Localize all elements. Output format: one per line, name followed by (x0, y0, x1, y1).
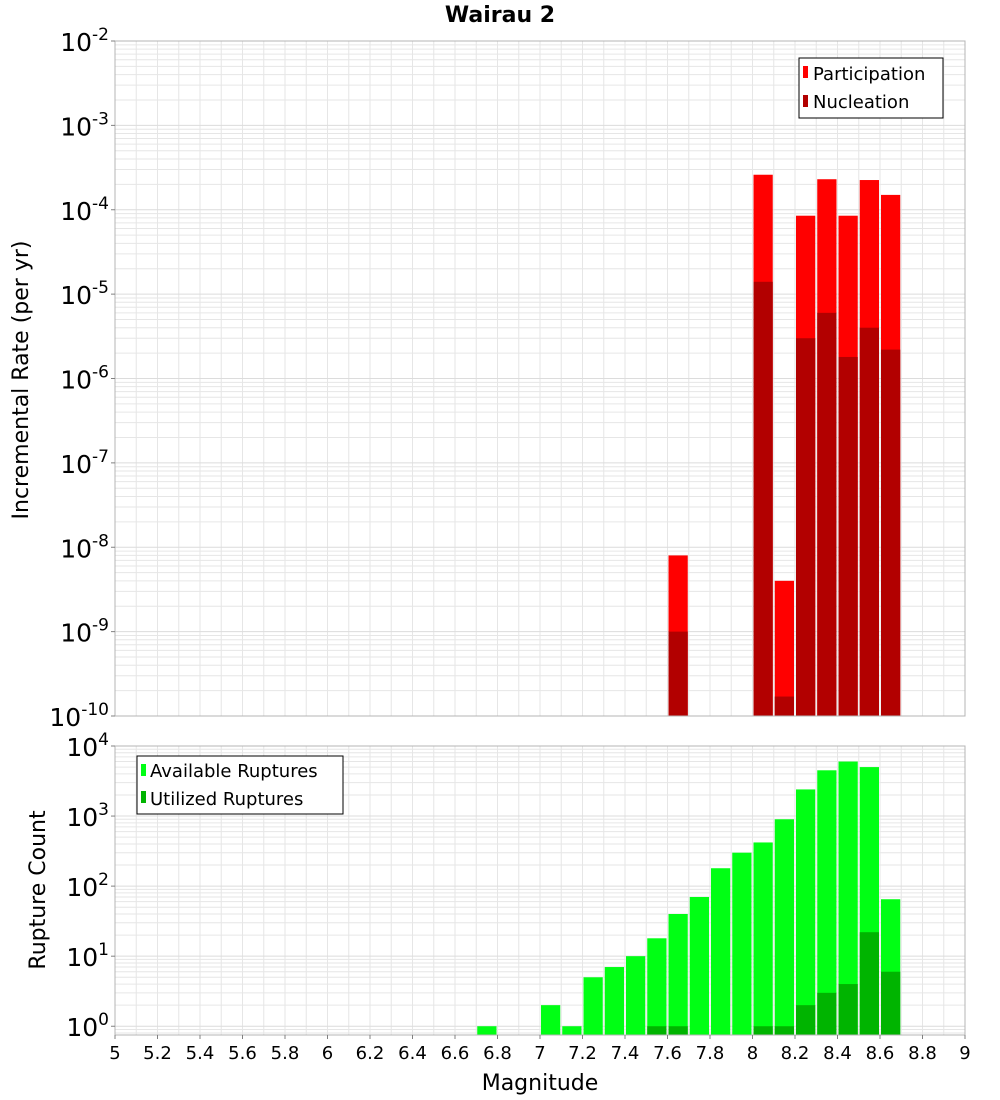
bottom-bar-available-ruptures (838, 761, 858, 1035)
x-tick-label: 8.4 (823, 1043, 852, 1064)
bottom-bar-available-ruptures (583, 977, 603, 1035)
x-tick-label: 6 (322, 1043, 333, 1064)
bottom-legend: Available Ruptures Utilized Ruptures (136, 755, 344, 815)
legend-swatch-participation (803, 66, 808, 78)
top-bar-nucleation (817, 312, 837, 716)
bottom-bar-available-ruptures (562, 1026, 582, 1035)
chart-title: Wairau 2 (445, 3, 555, 28)
bottom-bar-utilized-ruptures (774, 1026, 794, 1035)
bottom-y-tick-label: 101 (66, 940, 109, 972)
bottom-legend-box (136, 755, 344, 815)
bottom-bar-available-ruptures (477, 1026, 497, 1035)
top-y-tick-label: 10-4 (60, 194, 109, 226)
x-tick-label: 5.6 (228, 1043, 257, 1064)
bottom-bar-utilized-ruptures (647, 1026, 667, 1035)
bottom-bar-available-ruptures (647, 938, 667, 1035)
x-tick-label: 5 (109, 1043, 120, 1064)
bottom-bar-available-ruptures (689, 896, 709, 1035)
x-tick-label: 7 (534, 1043, 545, 1064)
bottom-bar-available-ruptures (668, 914, 688, 1035)
top-bar-nucleation (838, 356, 858, 716)
legend-swatch-available (141, 764, 146, 776)
x-tick-label: 6.8 (483, 1043, 512, 1064)
bottom-bar-available-ruptures (817, 770, 837, 1035)
bottom-bar-available-ruptures (604, 967, 624, 1035)
x-axis-label: Magnitude (482, 1071, 599, 1096)
x-tick-label: 5.2 (143, 1043, 172, 1064)
bottom-bar-available-ruptures (774, 819, 794, 1035)
x-tick-label: 6.2 (356, 1043, 385, 1064)
top-bars (668, 174, 901, 717)
x-tick-label: 8 (747, 1043, 758, 1064)
x-tick-label: 7.8 (696, 1043, 725, 1064)
top-bar-nucleation (668, 631, 688, 716)
top-y-tick-label: 10-9 (60, 616, 109, 648)
top-plot: 10-2 10-3 10-4 10-5 10-6 10-7 10-8 10-9 10-10 (49, 25, 966, 732)
bottom-bar-utilized-ruptures (753, 1026, 773, 1035)
x-tick-label: 6.6 (441, 1043, 470, 1064)
bottom-bar-utilized-ruptures (881, 971, 901, 1035)
legend-swatch-utilized (141, 791, 146, 803)
x-tick-label: 7.4 (611, 1043, 640, 1064)
top-y-tick-label: 10-5 (60, 278, 109, 310)
x-tick-label: 7.2 (568, 1043, 597, 1064)
legend-label-available: Available Ruptures (150, 761, 318, 782)
bottom-bar-available-ruptures (753, 842, 773, 1035)
bottom-y-tick-label: 102 (66, 870, 109, 902)
top-bar-participation (774, 580, 794, 716)
top-y-axis-label: Incremental Rate (per yr) (9, 241, 34, 520)
top-bar-nucleation (859, 327, 879, 716)
x-tick-label: 5.8 (271, 1043, 300, 1064)
bottom-bar-utilized-ruptures (817, 992, 837, 1035)
bottom-bars (477, 761, 901, 1035)
top-y-tick-label: 10-10 (49, 700, 109, 732)
bottom-y-tick-label: 100 (66, 1010, 109, 1042)
top-y-tick-label: 10-2 (60, 25, 109, 57)
x-tick-label: 6.4 (398, 1043, 427, 1064)
bottom-y-tick-label: 104 (66, 730, 109, 762)
top-bar-nucleation (774, 696, 794, 716)
top-y-tick-label: 10-7 (60, 447, 109, 479)
bottom-bar-available-ruptures (626, 956, 646, 1035)
bottom-y-tick-label: 103 (66, 800, 109, 832)
legend-label-participation: Participation (813, 64, 925, 85)
top-y-tick-label: 10-8 (60, 531, 109, 563)
x-tick-label: 5.4 (186, 1043, 215, 1064)
x-tick-label: 8.2 (781, 1043, 810, 1064)
x-tick-label: 8.6 (866, 1043, 895, 1064)
bottom-bar-available-ruptures (711, 868, 731, 1035)
top-y-tick-label: 10-3 (60, 109, 109, 141)
legend-label-nucleation: Nucleation (813, 92, 909, 113)
bottom-bar-utilized-ruptures (668, 1026, 688, 1035)
top-legend: Participation Nucleation (798, 57, 944, 119)
top-bar-nucleation (796, 338, 816, 716)
legend-label-utilized: Utilized Ruptures (150, 789, 303, 810)
x-tick-label: 7.6 (653, 1043, 682, 1064)
top-bar-nucleation (881, 349, 901, 716)
bottom-bar-available-ruptures (732, 852, 752, 1035)
top-bar-nucleation (753, 281, 773, 716)
x-tick-label: 9 (959, 1043, 970, 1064)
bottom-bar-available-ruptures (541, 1005, 561, 1035)
top-y-tick-label: 10-6 (60, 363, 109, 395)
bottom-y-axis-label: Rupture Count (26, 810, 51, 970)
x-tick-label: 8.8 (908, 1043, 937, 1064)
bottom-bar-utilized-ruptures (838, 984, 858, 1035)
bottom-bar-utilized-ruptures (796, 1005, 816, 1035)
bottom-bar-available-ruptures (796, 789, 816, 1035)
bottom-bar-utilized-ruptures (859, 932, 879, 1035)
top-legend-box (798, 57, 944, 119)
legend-swatch-nucleation (803, 95, 808, 107)
